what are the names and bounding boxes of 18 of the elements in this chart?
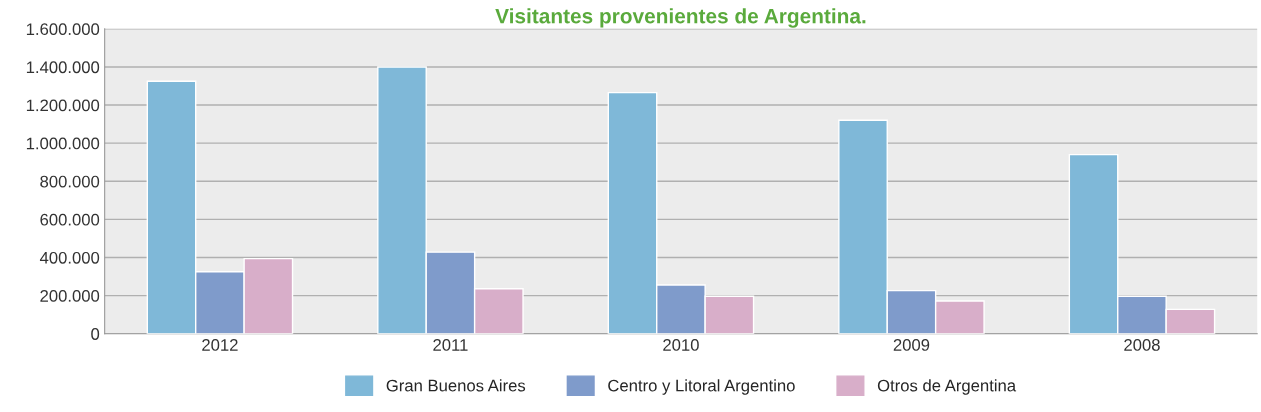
x-tick-label: 2008 [1124,339,1160,351]
y-tick-label: 0 [91,328,100,340]
x-tick-label: 2011 [433,339,468,351]
y-tick-label: 400.000 [39,251,100,264]
legend-label: Otros de Argentina [877,379,1017,395]
y-tick-label: 600.000 [40,213,100,226]
y-tick-label: 200.000 [40,290,100,302]
y-tick-label: 1.000.000 [26,137,100,150]
x-tick-label: 2009 [893,339,930,351]
x-tick-label: 2010 [663,339,699,351]
legend-label: Gran Buenos Aires [386,379,526,392]
y-tick-label: 1.600.000 [26,23,100,36]
x-tick-label: 2012 [202,339,238,351]
y-tick-label: 800.000 [40,175,100,188]
y-tick-label: 1.200.000 [26,99,100,112]
chart-title: Visitantes provenientes de Argentina. [495,8,866,28]
legend-label: Centro y Litoral Argentino [608,379,795,395]
y-tick-label: 1.400.000 [26,61,100,74]
